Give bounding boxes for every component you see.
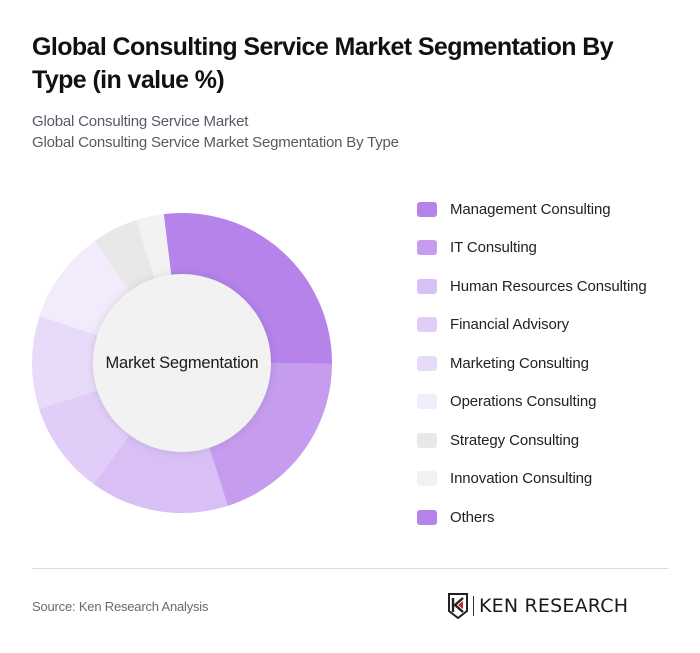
source-note: Source: Ken Research Analysis [32,599,209,614]
legend-label: Human Resources Consulting [450,277,647,295]
legend-label: Management Consulting [450,200,611,218]
legend-label: Others [450,508,495,526]
legend-swatch [417,509,437,525]
logo-separator [473,596,474,616]
donut-chart-svg [32,213,332,513]
legend-item-human-resources-consulting[interactable]: Human Resources Consulting [417,276,647,296]
chart-subtitle-segmentation: Global Consulting Service Market Segment… [32,134,399,151]
legend-swatch [417,278,437,294]
legend-item-operations-consulting[interactable]: Operations Consulting [417,392,647,412]
legend-swatch [417,201,437,217]
logo-wordmark: KEN RESEARCH [479,595,629,617]
chart-title: Global Consulting Service Market Segment… [32,33,614,94]
donut-center-circle [93,274,271,452]
legend-label: Marketing Consulting [450,354,589,372]
legend-item-financial-advisory[interactable]: Financial Advisory [417,315,647,335]
legend-label: IT Consulting [450,239,537,256]
legend-item-marketing-consulting[interactable]: Marketing Consulting [417,353,647,373]
legend-swatch [417,240,437,255]
legend-label: Innovation Consulting [450,470,593,487]
ken-research-logo: KEN RESEARCH [447,592,628,620]
legend-swatch [417,394,437,409]
legend-item-strategy-consulting[interactable]: Strategy Consulting [417,430,647,450]
ken-research-shield-icon [448,593,468,619]
legend-label: Operations Consulting [450,393,597,410]
legend-swatch [417,317,437,332]
legend-item-management-consulting[interactable]: Management Consulting [417,199,647,219]
legend-label: Strategy Consulting [450,431,580,449]
footer-divider [32,568,668,569]
legend-item-others[interactable]: Others [417,507,647,527]
donut-chart: Market Segmentation [32,213,332,513]
legend-swatch [417,355,437,371]
chart-subtitle-market: Global Consulting Service Market [32,113,249,130]
legend-label: Financial Advisory [450,316,570,333]
legend-swatch [417,471,437,486]
legend-item-it-consulting[interactable]: IT Consulting [417,238,647,258]
legend-item-innovation-consulting[interactable]: Innovation Consulting [417,469,647,489]
chart-legend: Management Consulting IT Consulting Huma… [417,199,647,546]
legend-swatch [417,432,437,448]
